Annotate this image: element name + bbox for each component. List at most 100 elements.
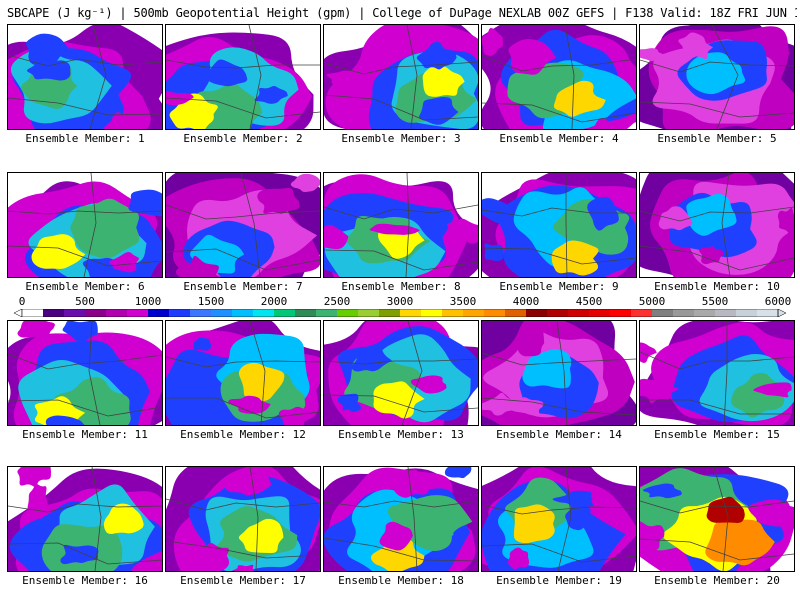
colorbar-segment <box>232 309 254 317</box>
colorbar-segment <box>190 309 212 317</box>
ensemble-map <box>639 320 795 426</box>
ensemble-map <box>481 172 637 278</box>
ensemble-map-svg <box>166 25 320 129</box>
colorbar-segment <box>274 309 296 317</box>
colorbar-tick-label: 1000 <box>134 295 162 308</box>
map-boundary-line <box>640 399 794 415</box>
map-boundary-line <box>249 321 266 425</box>
map-boundary-line <box>166 59 320 69</box>
colorbar-segment <box>64 309 86 317</box>
map-boundary-line <box>482 207 636 217</box>
colorbar-tick-label: 3000 <box>386 295 414 308</box>
ensemble-map-svg <box>640 321 794 425</box>
map-boundary-line <box>556 321 568 425</box>
colorbar-scale <box>14 309 786 317</box>
map-boundary-line <box>166 248 320 271</box>
map-boundary-line <box>8 503 162 513</box>
cape-shading <box>484 243 504 262</box>
cape-shading <box>482 392 516 416</box>
colorbar-segment <box>400 309 422 317</box>
ensemble-member-label: Ensemble Member: 5 <box>657 132 777 145</box>
colorbar-segment <box>295 309 317 317</box>
colorbar-segment <box>694 309 716 317</box>
cape-shading <box>587 196 619 231</box>
map-boundary-line <box>8 399 162 417</box>
ensemble-map <box>639 24 795 130</box>
cape-shading <box>416 41 457 70</box>
ensemble-map-svg <box>8 321 162 425</box>
map-boundary-line <box>723 321 728 425</box>
colorbar-outline <box>21 309 779 317</box>
cape-shading <box>369 223 420 235</box>
cape-shading <box>686 52 746 95</box>
ensemble-map <box>7 172 163 278</box>
map-boundary-line <box>713 467 729 571</box>
ensemble-member-label: Ensemble Member: 20 <box>654 574 780 587</box>
cape-shading <box>379 521 413 551</box>
cape-shading <box>482 198 511 223</box>
cape-shading <box>777 207 794 237</box>
map-boundary-line <box>248 25 262 129</box>
cape-shading <box>17 467 51 487</box>
cape-shading <box>62 321 98 342</box>
cape-shading <box>232 564 255 571</box>
map-boundary-line <box>324 358 478 365</box>
ensemble-map <box>165 172 321 278</box>
map-boundary-line <box>640 351 794 370</box>
map-boundary-line <box>640 206 794 222</box>
cape-shading <box>166 90 194 106</box>
ensemble-map-svg <box>482 467 636 571</box>
cape-shading <box>60 544 99 565</box>
colorbar-segment <box>589 309 611 317</box>
map-boundary-line <box>640 59 794 73</box>
cape-shading <box>326 70 370 85</box>
map-boundary-line <box>401 321 423 425</box>
colorbar-segment <box>442 309 464 317</box>
ensemble-member-label: Ensemble Member: 3 <box>341 132 461 145</box>
ensemble-map-svg <box>324 173 478 277</box>
cape-shading <box>482 27 504 56</box>
cape-shading <box>640 342 657 363</box>
cape-shading <box>748 499 794 527</box>
cape-shading <box>337 393 362 413</box>
cape-shading <box>257 187 300 214</box>
colorbar-segment <box>505 309 527 317</box>
cape-shading <box>444 467 472 479</box>
map-boundary-line <box>89 25 107 129</box>
ensemble-map-svg <box>8 173 162 277</box>
map-boundary-line <box>8 54 162 67</box>
colorbar-tick-label: 0 <box>18 295 26 308</box>
ensemble-map <box>7 466 163 572</box>
map-boundary-line <box>324 537 478 562</box>
ensemble-member-label: Ensemble Member: 11 <box>22 428 148 441</box>
map-boundary-line <box>482 55 636 72</box>
map-boundary-line <box>8 97 162 116</box>
colorbar-tick-label: 2000 <box>260 295 288 308</box>
ensemble-member-label: Ensemble Member: 10 <box>654 280 780 293</box>
cape-shading <box>206 59 248 87</box>
cape-shading <box>254 86 288 104</box>
colorbar-segment <box>85 309 107 317</box>
colorbar-segment <box>316 309 338 317</box>
cape-shading <box>594 118 615 129</box>
colorbar-segment <box>484 309 506 317</box>
map-boundary-line <box>406 25 418 129</box>
ensemble-member-label: Ensemble Member: 13 <box>338 428 464 441</box>
ensemble-map-svg <box>324 25 478 129</box>
cape-shading <box>17 321 55 339</box>
cape-shading <box>324 224 349 250</box>
map-boundary-line <box>324 394 478 413</box>
colorbar-tick-label: 5000 <box>638 295 666 308</box>
ensemble-map <box>481 466 637 572</box>
cape-shading <box>507 547 530 570</box>
colorbar-tick-label: 3500 <box>449 295 477 308</box>
ensemble-member-label: Ensemble Member: 12 <box>180 428 306 441</box>
cape-shading <box>640 378 680 404</box>
colorbar-segment <box>148 309 170 317</box>
ensemble-map <box>323 172 479 278</box>
colorbar-segment <box>652 309 674 317</box>
map-boundary-line <box>83 173 97 277</box>
colorbar-segment <box>757 309 779 317</box>
ensemble-map <box>323 24 479 130</box>
cape-shading <box>447 218 478 244</box>
